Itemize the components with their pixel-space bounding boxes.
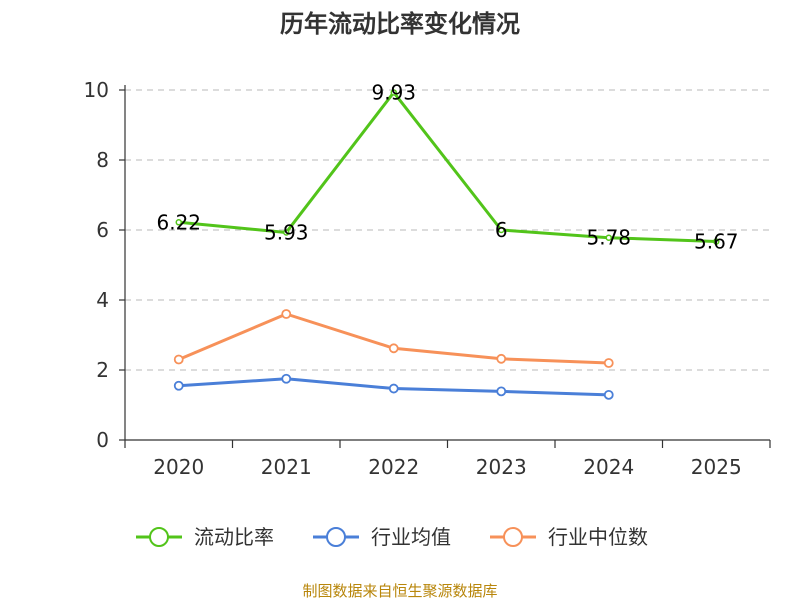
axes: 0 2 4 6 8 10 2020 2021 2022 2023 2024 2025 [84,78,771,479]
legend-marker-icon [503,527,523,547]
data-point [281,373,292,384]
series-group [173,89,720,400]
series-line [178,312,609,365]
x-tick-label: 2022 [368,455,419,479]
y-tick-label: 0 [96,428,109,452]
data-point [173,354,184,365]
data-label: 6.22 [156,210,201,234]
x-tick-label: 2023 [476,455,527,479]
y-tick-label: 10 [84,78,109,102]
x-tick-label: 2021 [261,455,312,479]
chart-title: 历年流动比率变化情况 [280,10,520,38]
legend-label: 行业均值 [371,525,451,549]
data-label: 5.93 [264,220,309,244]
data-point [605,234,612,241]
legend-item[interactable]: 流动比率 [136,525,274,549]
data-point [281,309,292,319]
data-label: 6 [495,218,508,242]
legend-marker-icon [149,527,169,547]
data-point [173,380,184,391]
legend-item[interactable]: 行业中位数 [490,525,648,549]
data-point [498,226,505,234]
data-label: 5.78 [586,226,631,250]
y-tick-label: 4 [96,288,109,312]
data-point [496,353,507,364]
data-point [388,343,399,354]
legend-item[interactable]: 行业均值 [313,525,451,549]
legend-marker-icon [326,527,346,547]
legend-label: 行业中位数 [548,525,648,549]
data-point [603,358,614,368]
grid [125,89,770,371]
legend-label: 流动比率 [194,525,274,549]
data-label: 5.67 [694,230,739,254]
data-label: 9.93 [371,80,416,104]
x-tick-label: 2020 [153,455,204,479]
y-tick-label: 2 [96,358,109,382]
source-note: 制图数据来自恒生聚源数据库 [302,582,497,600]
data-point [496,386,507,397]
x-tick-label: 2025 [691,455,742,479]
data-point [713,238,720,245]
data-point [390,89,397,96]
data-point [283,229,290,236]
x-tick-label: 2024 [583,455,634,479]
y-tick-label: 6 [96,218,109,242]
series-line [178,90,717,244]
legend: 流动比率 行业均值 行业中位数 [136,525,648,549]
data-point [603,389,614,400]
data-point [175,219,182,226]
data-labels: 6.22 5.93 9.93 6 5.78 5.67 [156,80,738,253]
y-tick-label: 8 [96,148,109,172]
data-point [388,383,399,394]
